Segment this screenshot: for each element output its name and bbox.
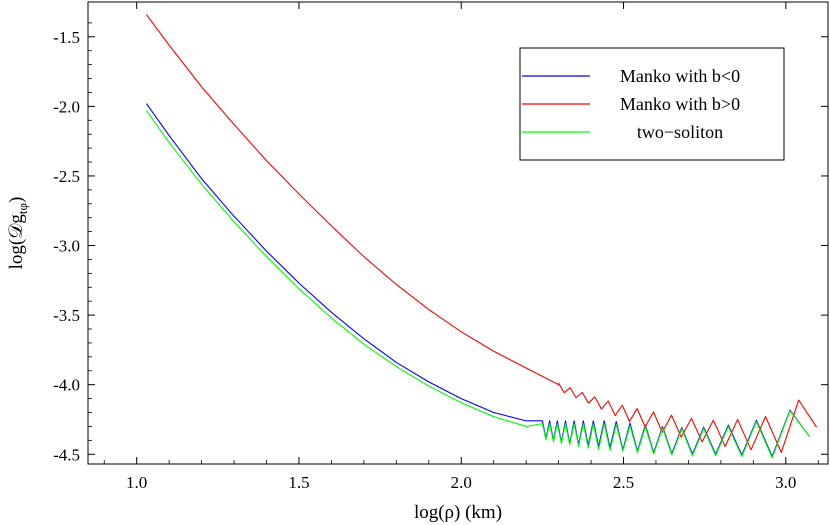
plot-frame [87,1,829,465]
legend-label-2: two−soliton [637,122,723,142]
y-axis-label-subscript: tφ [15,203,30,214]
y-tick-label: -1.5 [53,28,80,47]
x-axis-label: log(ρ) (km) [414,502,502,523]
y-axis-label: log(𝒟gtφ) [6,197,30,270]
x-tick-label: 3.0 [775,473,796,492]
x-tick-label: 2.5 [613,473,634,492]
axis-ticks: 1.0 1.5 2.0 2.5 3.0 -1.5 -2.0 -2.5 -3.0 -3.5 -4.0 -… [53,2,828,492]
y-tick-label: -4.0 [53,376,80,395]
x-tick-label: 1.0 [126,473,147,492]
series-layer [145,14,818,459]
y-tick-label: -3.5 [53,306,80,325]
y-tick-label: -2.0 [53,97,80,116]
series-line-1 [145,14,818,454]
legend: Manko with b<0 Manko with b>0 two−solito… [519,47,785,161]
y-axis-label-main: log(𝒟g [6,214,27,270]
y-tick-label: -2.5 [53,167,80,186]
legend-label-1: Manko with b>0 [620,94,740,114]
y-tick-label: -4.5 [53,445,80,464]
legend-label-0: Manko with b<0 [620,66,740,86]
x-tick-label: 2.0 [451,473,472,492]
y-tick-label: -3.0 [53,237,80,256]
x-tick-label: 1.5 [288,473,309,492]
y-axis-label-close: ) [6,197,27,203]
series-line-2 [145,110,810,459]
